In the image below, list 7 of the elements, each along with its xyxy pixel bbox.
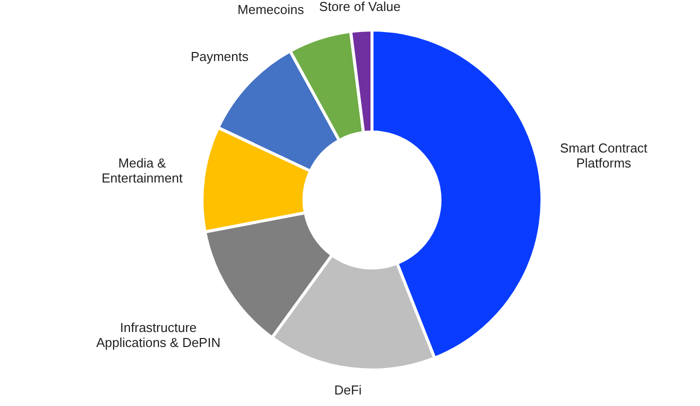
slice-label: Store of Value <box>319 0 401 14</box>
slice-label: Smart Contract Platforms <box>560 140 648 170</box>
slice-label: Memecoins <box>238 2 304 17</box>
slice-label: Payments <box>190 48 249 64</box>
slice-label: Media & Entertainment <box>102 155 183 186</box>
slice-label: Infrastructure Applications & DePIN <box>96 320 220 350</box>
slice-label: DeFi <box>334 382 362 398</box>
